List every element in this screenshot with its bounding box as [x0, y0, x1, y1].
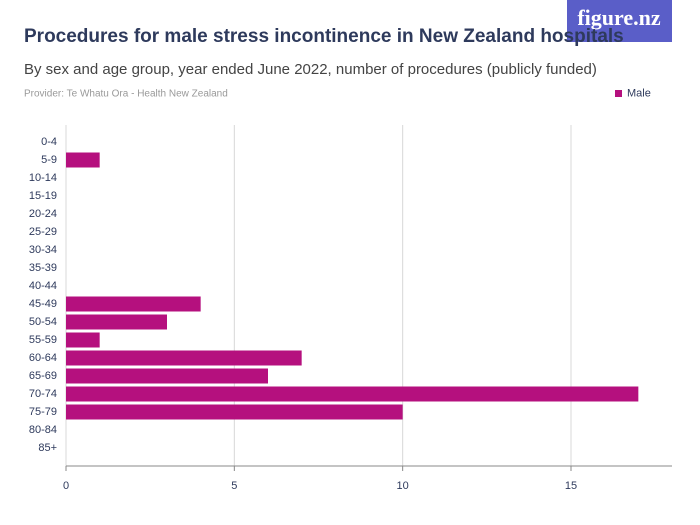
bar — [66, 368, 268, 384]
y-tick-label: 60-64 — [29, 352, 57, 364]
x-tick-label: 0 — [63, 480, 69, 492]
y-tick-label: 65-69 — [29, 370, 57, 382]
y-tick-label: 50-54 — [29, 316, 57, 328]
y-tick-label: 10-14 — [29, 172, 57, 184]
y-tick-label: 70-74 — [29, 388, 57, 400]
y-tick-label: 85+ — [38, 442, 57, 454]
y-tick-label: 30-34 — [29, 244, 57, 256]
legend-label: Male — [627, 87, 651, 99]
bar — [66, 386, 639, 402]
bar — [66, 314, 167, 330]
y-tick-label: 75-79 — [29, 406, 57, 418]
y-tick-label: 35-39 — [29, 262, 57, 274]
y-tick-label: 55-59 — [29, 334, 57, 346]
bar — [66, 152, 100, 168]
bar — [66, 404, 403, 420]
bar — [66, 332, 100, 348]
chart-subtitle: By sex and age group, year ended June 20… — [24, 61, 597, 78]
y-tick-label: 0-4 — [41, 136, 57, 148]
legend-swatch — [615, 90, 622, 97]
y-tick-label: 80-84 — [29, 424, 57, 436]
y-tick-label: 5-9 — [41, 154, 57, 166]
chart-title: Procedures for male stress incontinence … — [24, 26, 624, 47]
y-tick-label: 20-24 — [29, 208, 57, 220]
bar — [66, 350, 302, 366]
provider: Provider: Te Whatu Ora - Health New Zeal… — [24, 89, 228, 100]
brand-box — [567, 0, 672, 42]
y-tick-label: 45-49 — [29, 298, 57, 310]
x-tick-label: 10 — [397, 480, 409, 492]
brand: figure.nz — [577, 5, 661, 30]
y-tick-label: 15-19 — [29, 190, 57, 202]
y-tick-label: 40-44 — [29, 280, 57, 292]
bar — [66, 296, 201, 312]
x-tick-label: 15 — [565, 480, 577, 492]
y-tick-label: 25-29 — [29, 226, 57, 238]
x-tick-label: 5 — [231, 480, 237, 492]
